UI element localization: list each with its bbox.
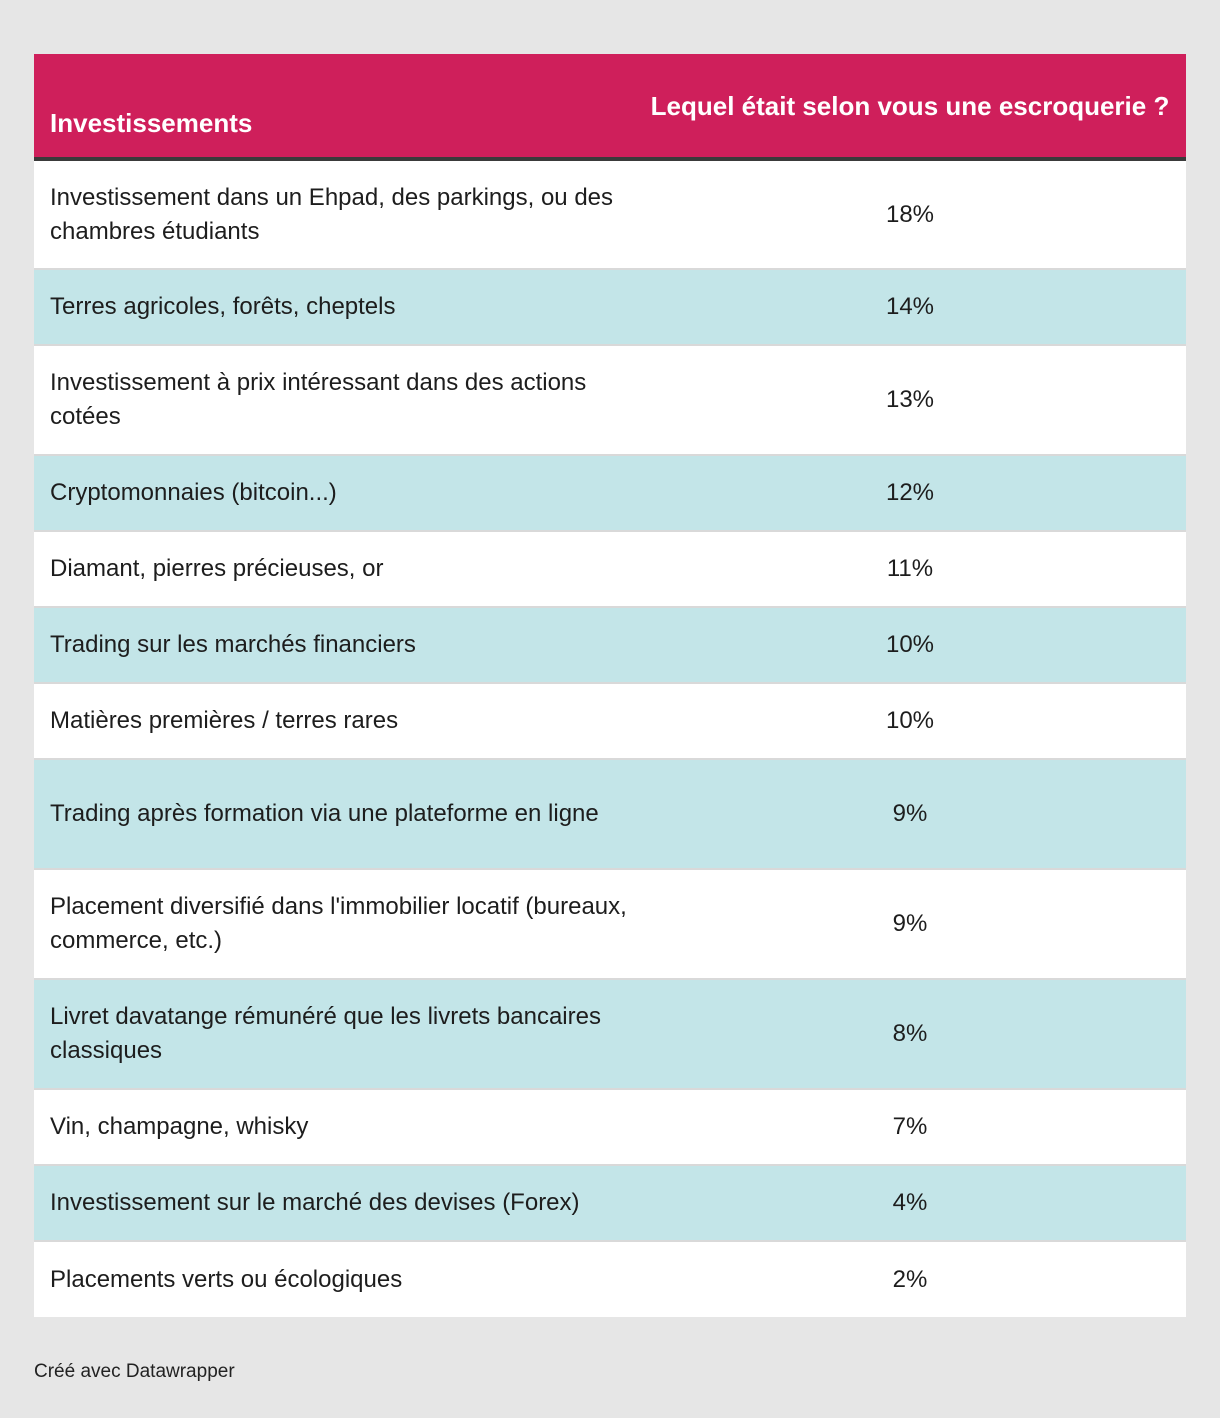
table-row: Investissement sur le marché des devises… <box>34 1165 1186 1242</box>
footer-credit: Créé avec Datawrapper <box>34 1361 235 1382</box>
row-label: Diamant, pierres précieuses, or <box>34 531 634 608</box>
row-value: 7% <box>634 1089 1186 1166</box>
data-table: Investissements Lequel était selon vous … <box>34 54 1186 1317</box>
table-row: Placement diversifié dans l'immobilier l… <box>34 869 1186 980</box>
row-value: 2% <box>634 1241 1186 1317</box>
row-value: 12% <box>634 455 1186 532</box>
row-label: Investissement sur le marché des devises… <box>34 1165 634 1242</box>
row-label: Trading sur les marchés financiers <box>34 607 634 684</box>
row-value: 8% <box>634 979 1186 1090</box>
table-row: Terres agricoles, forêts, cheptels 14% <box>34 269 1186 346</box>
row-label: Investissement à prix intéressant dans d… <box>34 345 634 456</box>
row-label: Vin, champagne, whisky <box>34 1089 634 1166</box>
row-label: Livret davatange rémunéré que les livret… <box>34 979 634 1090</box>
row-label: Placement diversifié dans l'immobilier l… <box>34 869 634 980</box>
table-row: Matières premières / terres rares 10% <box>34 683 1186 760</box>
column-header-escroquerie[interactable]: Lequel était selon vous une escroquerie … <box>634 54 1186 161</box>
row-value: 10% <box>634 607 1186 684</box>
row-value: 4% <box>634 1165 1186 1242</box>
table-row: Vin, champagne, whisky 7% <box>34 1089 1186 1166</box>
table-row: Livret davatange rémunéré que les livret… <box>34 979 1186 1090</box>
row-label: Matières premières / terres rares <box>34 683 634 760</box>
row-value: 9% <box>634 869 1186 980</box>
table-row: Trading après formation via une platefor… <box>34 759 1186 870</box>
table-row: Placements verts ou écologiques 2% <box>34 1241 1186 1317</box>
row-value: 13% <box>634 345 1186 456</box>
data-table-container: Investissements Lequel était selon vous … <box>34 54 1186 1317</box>
table-row: Diamant, pierres précieuses, or 11% <box>34 531 1186 608</box>
table-row: Investissement dans un Ehpad, des parkin… <box>34 159 1186 270</box>
row-label: Cryptomonnaies (bitcoin...) <box>34 455 634 532</box>
table-row: Cryptomonnaies (bitcoin...) 12% <box>34 455 1186 532</box>
row-value: 14% <box>634 269 1186 346</box>
column-header-investissements[interactable]: Investissements <box>34 54 634 161</box>
table-row: Investissement à prix intéressant dans d… <box>34 345 1186 456</box>
row-label: Trading après formation via une platefor… <box>34 759 634 870</box>
row-value: 9% <box>634 759 1186 870</box>
table-body: Investissement dans un Ehpad, des parkin… <box>34 159 1186 1317</box>
row-label: Investissement dans un Ehpad, des parkin… <box>34 159 634 270</box>
row-value: 18% <box>634 159 1186 270</box>
row-value: 11% <box>634 531 1186 608</box>
row-value: 10% <box>634 683 1186 760</box>
row-label: Placements verts ou écologiques <box>34 1241 634 1317</box>
row-label: Terres agricoles, forêts, cheptels <box>34 269 634 346</box>
table-header-row: Investissements Lequel était selon vous … <box>34 54 1186 161</box>
table-row: Trading sur les marchés financiers 10% <box>34 607 1186 684</box>
